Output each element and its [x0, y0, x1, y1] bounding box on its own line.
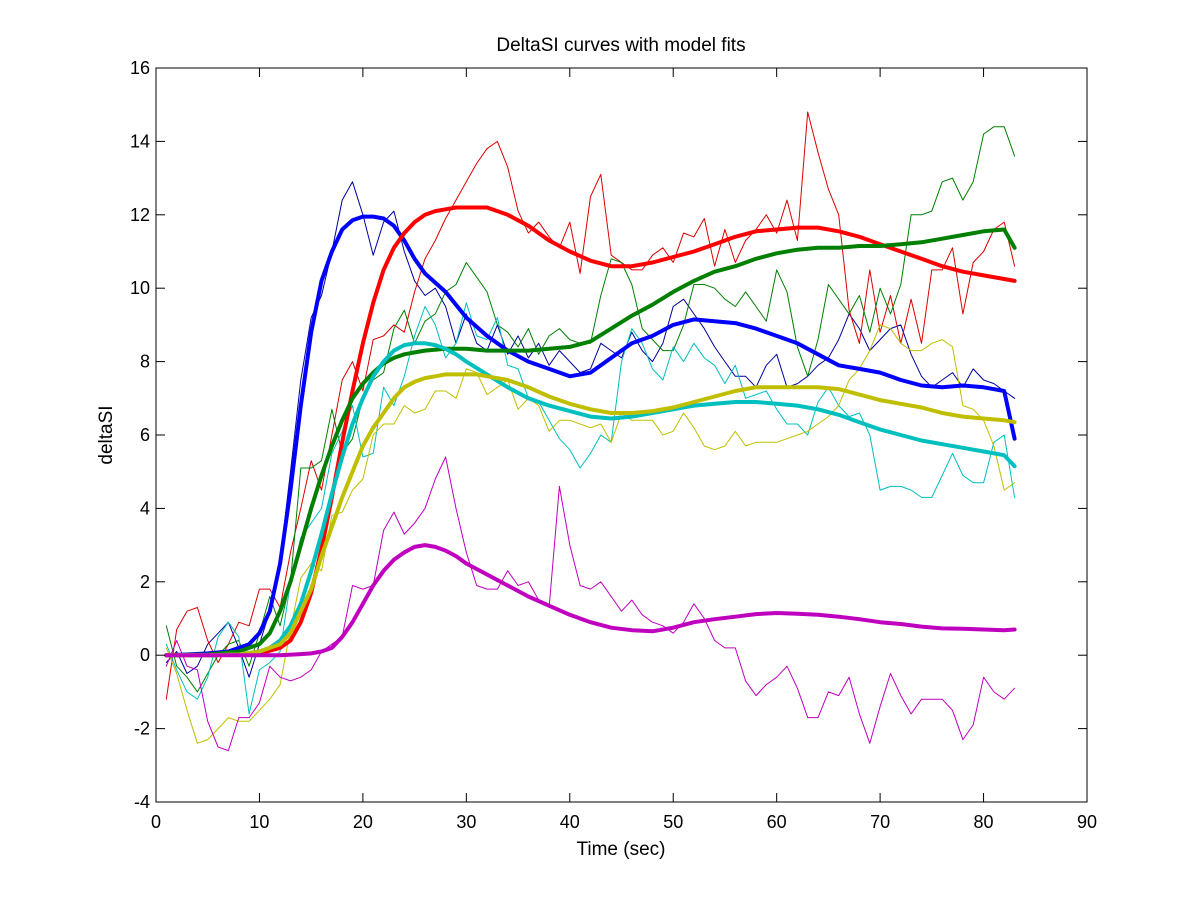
series-line-8-data [165, 302, 1016, 715]
x-axis-label: Time (sec) [576, 839, 665, 860]
x-tick-label: 80 [974, 812, 994, 832]
y-tick-label: 10 [130, 278, 150, 298]
chart-title: DeltaSI curves with model fits [496, 35, 745, 56]
x-tick-label: 70 [870, 812, 890, 832]
x-tick-label: 10 [249, 812, 269, 832]
series-line-3-fit [164, 205, 1017, 658]
x-tick-label: 0 [151, 812, 161, 832]
y-tick-label: -2 [134, 719, 150, 739]
y-tick-label: 4 [140, 498, 150, 518]
x-tick-label: 60 [767, 812, 787, 832]
series-layer [164, 111, 1017, 752]
plot-background [156, 68, 1087, 802]
series-line-2-data [165, 181, 1016, 678]
series-line-10-data [165, 324, 1016, 744]
y-tick-label: 16 [130, 58, 150, 78]
series-line-9-fit [164, 372, 1017, 658]
y-tick-label: 12 [130, 205, 150, 225]
y-tick-label: 6 [140, 425, 150, 445]
series-line-5-fit [164, 227, 1017, 658]
y-tick-label: 8 [140, 352, 150, 372]
tick-layer: 0 10 20 30 40 50 60 70 80 90 -4 -2 0 2 4 6 8 10 12 14 16 [130, 58, 1097, 832]
y-tick-label: 14 [130, 131, 150, 151]
y-tick-label: -4 [134, 792, 150, 812]
x-tick-label: 20 [353, 812, 373, 832]
series-line-4-data [165, 111, 1016, 700]
x-tick-label: 40 [560, 812, 580, 832]
x-tick-label: 50 [663, 812, 683, 832]
y-tick-label: 2 [140, 572, 150, 592]
series-line-12-data [165, 456, 1016, 752]
y-axis-label: deltaSI [96, 405, 117, 464]
x-tick-label: 90 [1077, 812, 1097, 832]
series-line-7-fit [164, 341, 1017, 658]
x-tick-label: 30 [456, 812, 476, 832]
y-tick-label: 0 [140, 645, 150, 665]
series-line-11-fit [164, 543, 1017, 658]
